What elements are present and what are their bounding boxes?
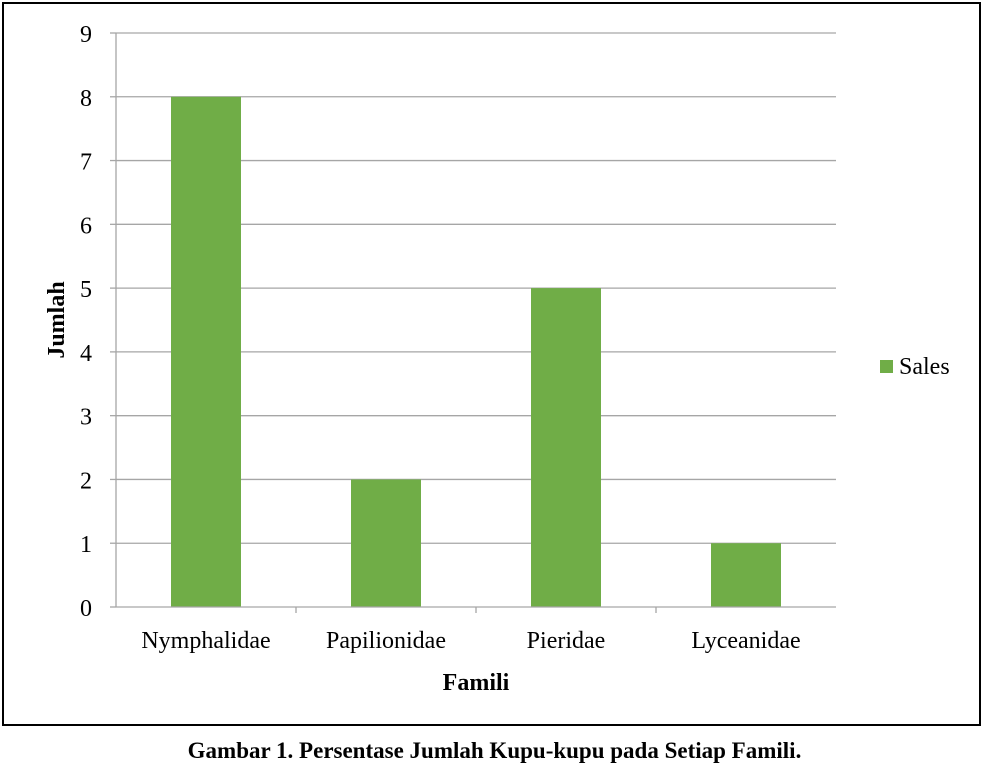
y-tick-label: 2 (80, 468, 92, 494)
chart-frame (2, 2, 981, 726)
y-tick-label: 5 (80, 277, 92, 303)
y-tick-label: 6 (80, 213, 92, 239)
y-tick-labels: 0 1 2 3 4 5 6 7 8 9 (80, 22, 92, 622)
y-tick-label: 7 (80, 150, 92, 176)
legend: Sales (880, 354, 950, 380)
y-tick-label: 1 (80, 532, 92, 558)
y-tick-label: 9 (80, 22, 92, 48)
y-tick-label: 4 (80, 341, 92, 367)
x-tick-label: Papilionidae (326, 628, 446, 654)
x-tick-label: Nymphalidae (141, 628, 270, 654)
legend-label: Sales (899, 354, 950, 380)
y-tick-label: 3 (80, 405, 92, 431)
axes (110, 32, 836, 613)
x-tick-labels: Nymphalidae Papilionidae Pieridae Lyceanida… (141, 628, 800, 654)
figure-caption: Gambar 1. Persentase Jumlah Kupu-kupu pa… (187, 738, 802, 763)
y-tick-label: 8 (80, 86, 92, 112)
bar-lyceanidae (711, 543, 781, 607)
bars (171, 96, 781, 608)
bar-papilionidae (351, 479, 421, 607)
legend-swatch (880, 360, 893, 373)
x-tick-label: Lyceanidae (691, 628, 800, 654)
y-axis-title: Jumlah (44, 281, 70, 358)
x-axis-title: Famili (443, 670, 510, 696)
y-tick-label: 0 (80, 596, 92, 622)
x-tick-label: Pieridae (527, 628, 606, 654)
bar-pieridae (531, 288, 601, 607)
bar-nymphalidae (171, 96, 241, 608)
